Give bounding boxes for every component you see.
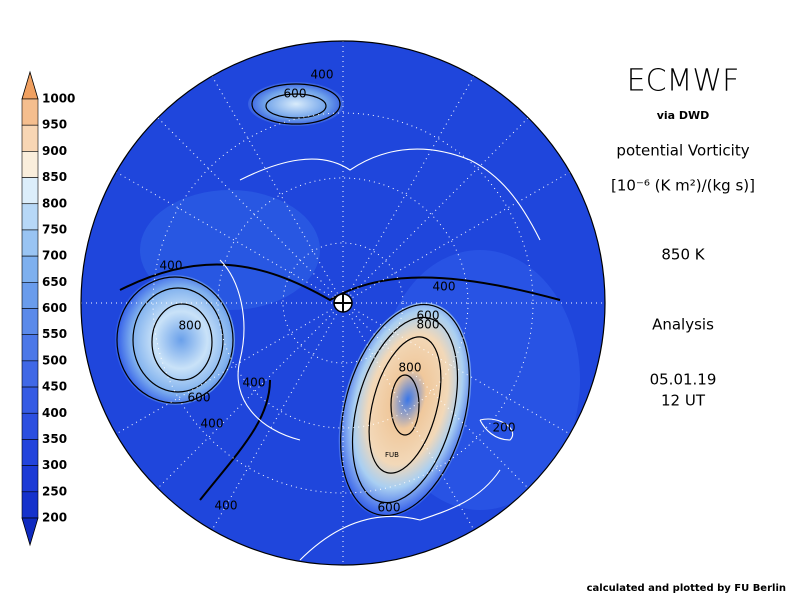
colorbar-label: 950: [42, 118, 67, 132]
date: 05.01.19: [650, 371, 717, 389]
colorbar-segment: [21, 255, 39, 283]
colorbar-label: 450: [42, 380, 67, 394]
colorbar: 1000 950 900 850 800 750 700 650 600 550 500 450 400…: [21, 70, 75, 547]
contour-label: 600: [284, 87, 307, 101]
level: 850 K: [661, 246, 705, 264]
colorbar-arrow: [21, 70, 39, 100]
contour-label: 600: [188, 391, 211, 405]
colorbar-segment: [21, 334, 39, 362]
title: ECMWF: [627, 64, 740, 99]
colorbar-label: 500: [42, 353, 67, 367]
colorbar-label: 900: [42, 144, 67, 158]
pv-anomaly: [115, 275, 235, 405]
contour-label: 600: [417, 309, 440, 323]
contour-label: 800: [179, 319, 202, 333]
contour-label: 400: [160, 259, 183, 273]
contour-label: 800: [399, 361, 422, 375]
colorbar-segment: [21, 360, 39, 388]
colorbar-label: 800: [42, 196, 67, 210]
coastlines: [219, 148, 541, 561]
kind: Analysis: [652, 316, 714, 334]
graticule: [81, 41, 605, 565]
colorbar-arrow: [21, 517, 39, 547]
colorbar-segment: [21, 177, 39, 205]
colorbar-label: 850: [42, 170, 67, 184]
contour-label: 400: [215, 499, 238, 513]
unit: [10⁻⁶ (K m²)/(kg s)]: [611, 177, 755, 195]
colorbar-label: 250: [42, 484, 67, 498]
quantity: potential Vorticity: [616, 142, 749, 160]
colorbar-segment: [21, 124, 39, 152]
colorbar-label: 550: [42, 327, 67, 341]
contour-label: 400: [311, 68, 334, 82]
contours: [116, 83, 561, 517]
colorbar-segment: [21, 151, 39, 178]
colorbar-label: 650: [42, 275, 67, 289]
polar-map: 400 600 400 800 600 400 400 400 600 800 …: [80, 40, 606, 566]
colorbar-segment: [21, 386, 39, 414]
station-label: FUB: [385, 451, 399, 459]
colorbar-segment: [21, 203, 39, 231]
colorbar-label: 200: [42, 511, 67, 525]
contour-label: 400: [243, 376, 266, 390]
colorbar-label: 350: [42, 432, 67, 446]
colorbar-label: 1000: [42, 92, 75, 106]
footer: calculated and plotted by FU Berlin: [587, 583, 786, 594]
colorbar-label: 600: [42, 301, 67, 315]
contour-label: 400: [201, 417, 224, 431]
colorbar-label: 400: [42, 406, 67, 420]
colorbar-segment: [21, 229, 39, 257]
contour-label: 200: [493, 421, 516, 435]
contour-label: 600: [378, 501, 401, 515]
time: 12 UT: [661, 392, 706, 410]
contour-label: 400: [433, 280, 456, 294]
colorbar-label: 300: [42, 458, 67, 472]
pole-marker: [333, 293, 353, 313]
colorbar-label: 700: [42, 249, 67, 263]
contour-label: 800: [417, 318, 440, 332]
pv-anomaly: [248, 82, 344, 126]
colorbar-label: 750: [42, 222, 67, 236]
colorbar-segment: [21, 439, 39, 466]
colorbar-segment: [21, 465, 39, 493]
source: via DWD: [657, 109, 710, 122]
colorbar-segment: [21, 282, 39, 309]
map-border: [80, 40, 606, 566]
colorbar-segment: [21, 98, 39, 126]
colorbar-segment: [21, 308, 39, 335]
header: ECMWF via DWD potential Vorticity [10⁻⁶ …: [611, 64, 755, 410]
colorbar-segment: [21, 491, 39, 519]
colorbar-segment: [21, 412, 39, 440]
